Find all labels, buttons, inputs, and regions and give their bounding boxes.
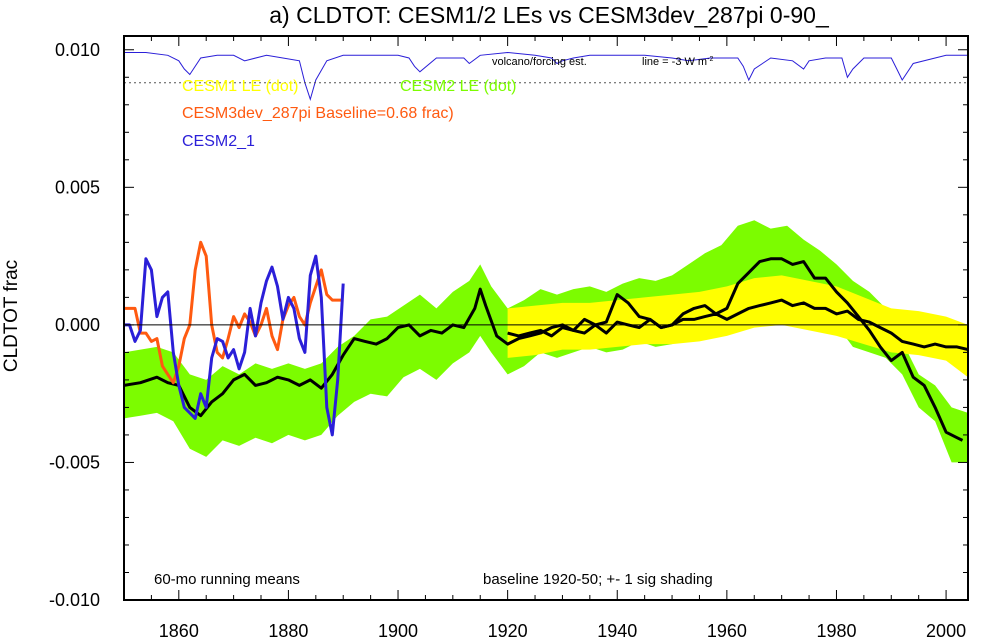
- x-tick-label: 1920: [488, 621, 528, 641]
- uncertainty-bands: [124, 220, 968, 463]
- x-tick-label: 1960: [707, 621, 747, 641]
- legend-cesm2-1: CESM2_1: [182, 133, 255, 150]
- forcing-line-text: line = -3 W m: [642, 56, 707, 68]
- chart-title: a) CLDTOT: CESM1/2 LEs vs CESM3dev_287pi…: [269, 2, 830, 28]
- y-tick-label: 0.005: [55, 177, 100, 197]
- volcano-forcing: [124, 51, 968, 102]
- forcing-unit-sup: -2: [707, 56, 713, 63]
- volcano-note: volcano/forcing est.: [492, 56, 587, 68]
- x-tick-label: 1940: [597, 621, 637, 641]
- line-cesm2-le-mean-2: [123, 257, 964, 442]
- band-cesm1-le-dot: [507, 275, 968, 378]
- line-cesm1-le-mean-3: [507, 298, 969, 352]
- series-lines: [123, 240, 969, 442]
- x-tick-label: 1860: [159, 621, 199, 641]
- x-tick-label: 1900: [378, 621, 418, 641]
- line-cesm2-1-5: [124, 254, 345, 437]
- y-tick-label: 0.010: [55, 40, 100, 60]
- y-axis-label: CLDTOT frac: [1, 260, 22, 372]
- y-tick-label: 0.000: [55, 315, 100, 335]
- x-tick-label: 2000: [926, 621, 966, 641]
- legend: CESM1 LE (dot) CESM2 LE (dot) CESM3dev_2…: [182, 78, 516, 150]
- plot-frame: [123, 35, 969, 601]
- x-tick-label: 1980: [816, 621, 856, 641]
- volcano-forcing-line: [124, 51, 968, 102]
- plot-border: [123, 35, 969, 601]
- x-tick-label: 1880: [268, 621, 308, 641]
- y-tick-label: -0.005: [49, 452, 100, 472]
- forcing-line-note: line = -3 W m-2: [642, 56, 713, 68]
- legend-cesm3: CESM3dev_287pi Baseline=0.68 frac): [182, 105, 454, 122]
- baseline-note: baseline 1920-50; +- 1 sig shading: [483, 571, 713, 588]
- legend-cesm1: CESM1 LE (dot): [182, 78, 298, 95]
- legend-cesm2: CESM2 LE (dot): [400, 78, 516, 95]
- running-mean-note: 60-mo running means: [154, 571, 300, 588]
- y-tick-label: -0.010: [49, 590, 100, 610]
- axis-ticks: 1860 1880 1900 1920 1940 1960 1980 2000 0.010 0.0…: [49, 36, 968, 641]
